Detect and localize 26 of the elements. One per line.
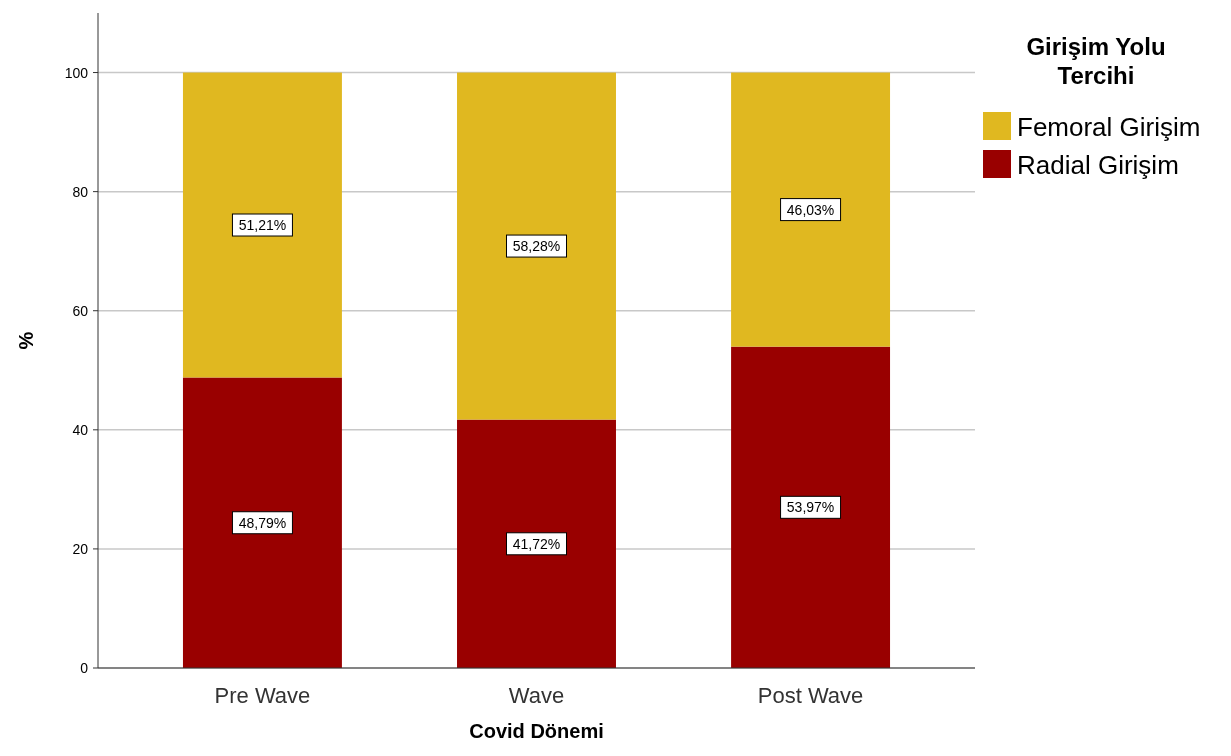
- y-tick-label: 100: [64, 64, 89, 81]
- y-tick-label: 0: [80, 660, 89, 676]
- x-tick-label: Wave: [508, 683, 565, 708]
- data-label: 51,21%: [238, 217, 287, 234]
- data-label: 58,28%: [512, 238, 561, 255]
- bar: [457, 419, 616, 668]
- data-label: 41,72%: [512, 535, 561, 552]
- y-axis-title: %: [15, 331, 37, 350]
- x-axis-title: Covid Dönemi: [469, 720, 604, 742]
- x-tick-label: Post Wave: [757, 683, 864, 708]
- x-tick-label: Pre Wave: [214, 683, 311, 708]
- bar: [457, 72, 616, 420]
- bar: [731, 346, 891, 668]
- legend-title: Girişim Yolu Tercihi: [1026, 33, 1166, 89]
- y-tick-label: 20: [72, 540, 89, 557]
- legend-label: Radial Girişim: [1017, 150, 1179, 180]
- legend-label: Femoral Girişim: [1017, 112, 1201, 142]
- y-tick-label: 80: [72, 183, 89, 200]
- y-tick-label: 60: [72, 302, 89, 319]
- data-label: 46,03%: [786, 201, 835, 218]
- y-tick-label: 40: [72, 421, 89, 438]
- data-label: 53,97%: [786, 499, 835, 516]
- bar: [731, 72, 891, 347]
- bar: [182, 72, 342, 378]
- bar: [182, 377, 342, 668]
- data-label: 48,79%: [238, 514, 287, 531]
